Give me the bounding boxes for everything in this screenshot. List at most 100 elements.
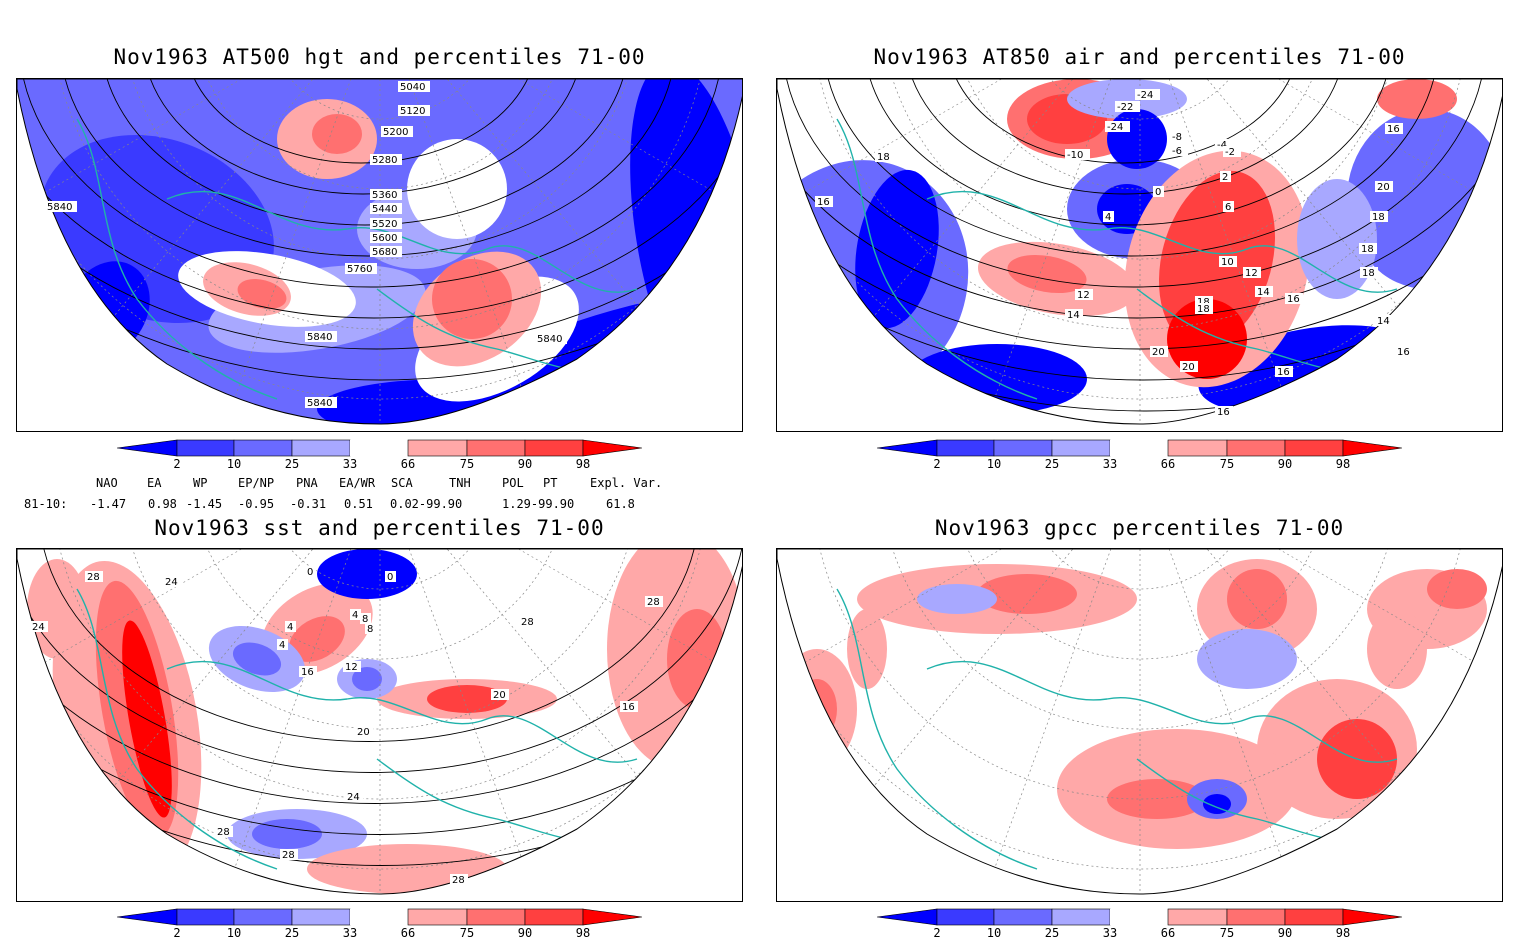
contour-label-bg — [1375, 315, 1393, 326]
coastline — [836, 588, 1038, 870]
contour-label-bg — [645, 596, 663, 607]
anomaly-region — [1158, 170, 1276, 348]
contour-label-bg — [1275, 366, 1293, 377]
contour-line — [904, 79, 1346, 195]
contour-label-bg — [815, 196, 833, 207]
contour-label-bg — [519, 616, 537, 627]
contour-label-bg — [1370, 211, 1388, 222]
contour-label: -24 — [1137, 90, 1153, 101]
anomaly-region — [1203, 794, 1231, 814]
colorbar-tick-label: 75 — [459, 926, 475, 940]
colorbar-segment — [176, 908, 235, 926]
contour-label: 5840 — [537, 334, 562, 345]
contour-label: 14 — [1067, 310, 1080, 321]
colorbar-segment — [993, 908, 1053, 926]
panel-title-air850: Nov1963 AT850 air and percentiles 71-00 — [873, 45, 1406, 69]
contour-label-bg — [355, 726, 373, 737]
graticule-line — [208, 79, 381, 424]
index-header-tnh: TNH — [449, 476, 471, 490]
contour-label: -10 — [1067, 150, 1083, 161]
colorbar-tick-label: 98 — [1335, 457, 1351, 471]
contour-label-bg — [299, 666, 317, 677]
contour-label-bg — [85, 571, 103, 582]
colorbar-segment — [936, 439, 995, 457]
colorbar-tick-label: 75 — [1219, 926, 1235, 940]
contour-label-bg — [1195, 303, 1213, 314]
coastline — [836, 118, 1038, 400]
colorbar-sst: 2 10 25 33 66 75 90 98 — [117, 908, 642, 940]
index-header-pna: PNA — [296, 476, 318, 490]
panel-title-sst: Nov1963 sst and percentiles 71-00 — [154, 516, 605, 540]
colorbar-tick-label: 25 — [1044, 926, 1060, 940]
contour-label-bg — [370, 154, 402, 165]
panel-title-hgt500: Nov1963 AT500 hgt and percentiles 71-00 — [113, 45, 646, 69]
contour-label: 16 — [622, 702, 635, 713]
contour-label: 14 — [1257, 287, 1270, 298]
anomaly-region — [1107, 779, 1207, 819]
colorbar-tick-label: 10 — [986, 457, 1002, 471]
contour-line — [184, 79, 538, 164]
anomaly-region — [1427, 569, 1487, 609]
colorbar-segment — [1342, 908, 1402, 926]
contour-label: 6 — [1225, 202, 1231, 213]
contour-label: 5840 — [307, 398, 332, 409]
colorbar-tick-label: 25 — [284, 926, 300, 940]
colorbar-air850: 2 10 25 33 66 75 90 98 — [877, 439, 1402, 473]
colorbar-segment — [350, 440, 408, 456]
contour-label: 28 — [282, 850, 295, 861]
contour-line — [946, 79, 1300, 164]
colorbar-segment — [1342, 439, 1402, 457]
contour-label-bg — [365, 623, 376, 634]
colorbar-segment — [1284, 439, 1344, 457]
colorbar-gpcc: 2 10 25 33 66 75 90 98 — [877, 908, 1402, 940]
contour-label-bg — [370, 246, 402, 257]
contour-label: 12 — [345, 662, 358, 673]
colorbar-segment — [1051, 439, 1111, 457]
contour-label: 28 — [87, 572, 100, 583]
graticule-line — [208, 549, 381, 894]
contour-label: 18 — [1197, 304, 1210, 315]
colorbar-segment — [877, 439, 938, 457]
contour-label: -22 — [1117, 102, 1133, 113]
colorbar-tick-label: 98 — [1335, 926, 1351, 940]
contour-label-bg — [1150, 346, 1168, 357]
contour-label-bg — [1065, 309, 1083, 320]
index-header-sca: SCA — [391, 476, 413, 490]
colorbar-tick-label: 2 — [933, 457, 941, 471]
contour-label-bg — [1215, 406, 1233, 417]
contour-line — [17, 549, 742, 866]
contour-label: 10 — [1221, 257, 1234, 268]
colorbar-tick-label: 10 — [986, 926, 1002, 940]
colorbar-segment — [1051, 908, 1111, 926]
colorbar-segment — [1167, 439, 1228, 457]
coastline — [166, 660, 638, 763]
colorbar-tick-label: 25 — [1044, 457, 1060, 471]
index-value-pol-pt: 1.29-99.90 — [502, 497, 575, 511]
colorbar-segment — [1226, 439, 1286, 457]
colorbar-tick-label: 66 — [1160, 457, 1176, 471]
contour-label: 24 — [32, 622, 45, 633]
colorbar-strip — [877, 908, 1402, 926]
colorbar-segment — [233, 908, 293, 926]
contour-label: 4 — [352, 610, 358, 621]
contour-label: 5120 — [400, 106, 425, 117]
contour-label: 5680 — [372, 247, 397, 258]
anomaly-region — [977, 574, 1077, 614]
colorbar-tick-label: 98 — [575, 926, 591, 940]
anomaly-region — [407, 139, 507, 239]
colorbar-strip — [117, 439, 642, 457]
map-field — [17, 549, 742, 894]
colorbar-segment — [582, 439, 642, 457]
index-value-nao: -1.47 — [90, 497, 127, 511]
contour-label-bg — [1075, 289, 1093, 300]
contour-label-bg — [381, 126, 413, 137]
contour-label-bg — [1223, 201, 1234, 212]
contour-line — [863, 79, 1393, 226]
contour-label: 20 — [1377, 182, 1390, 193]
contour-label: 5600 — [372, 233, 397, 244]
contour-label-bg — [1359, 243, 1377, 254]
contour-label-bg — [350, 609, 361, 620]
colorbar-tick-label: 33 — [342, 457, 358, 471]
colorbar-segment — [1110, 909, 1168, 925]
colorbar-segment — [407, 439, 468, 457]
